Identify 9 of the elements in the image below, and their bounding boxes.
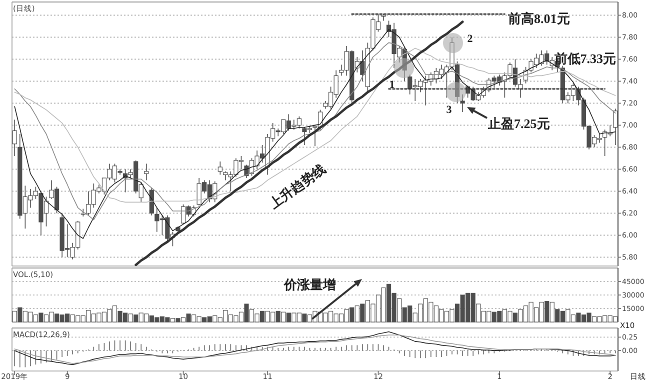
annotation: 上升趋势线 — [266, 161, 328, 212]
annotation: 2 — [467, 33, 474, 45]
annotation: 前低7.33元 — [553, 51, 616, 66]
annotation: 3 — [446, 104, 452, 116]
annotation: 价涨量增 — [283, 277, 336, 292]
annotation: 止盈7.25元 — [487, 116, 550, 131]
annotation: 前高8.01元 — [507, 11, 570, 26]
line-series — [134, 20, 464, 266]
annotation: 1 — [389, 79, 395, 91]
